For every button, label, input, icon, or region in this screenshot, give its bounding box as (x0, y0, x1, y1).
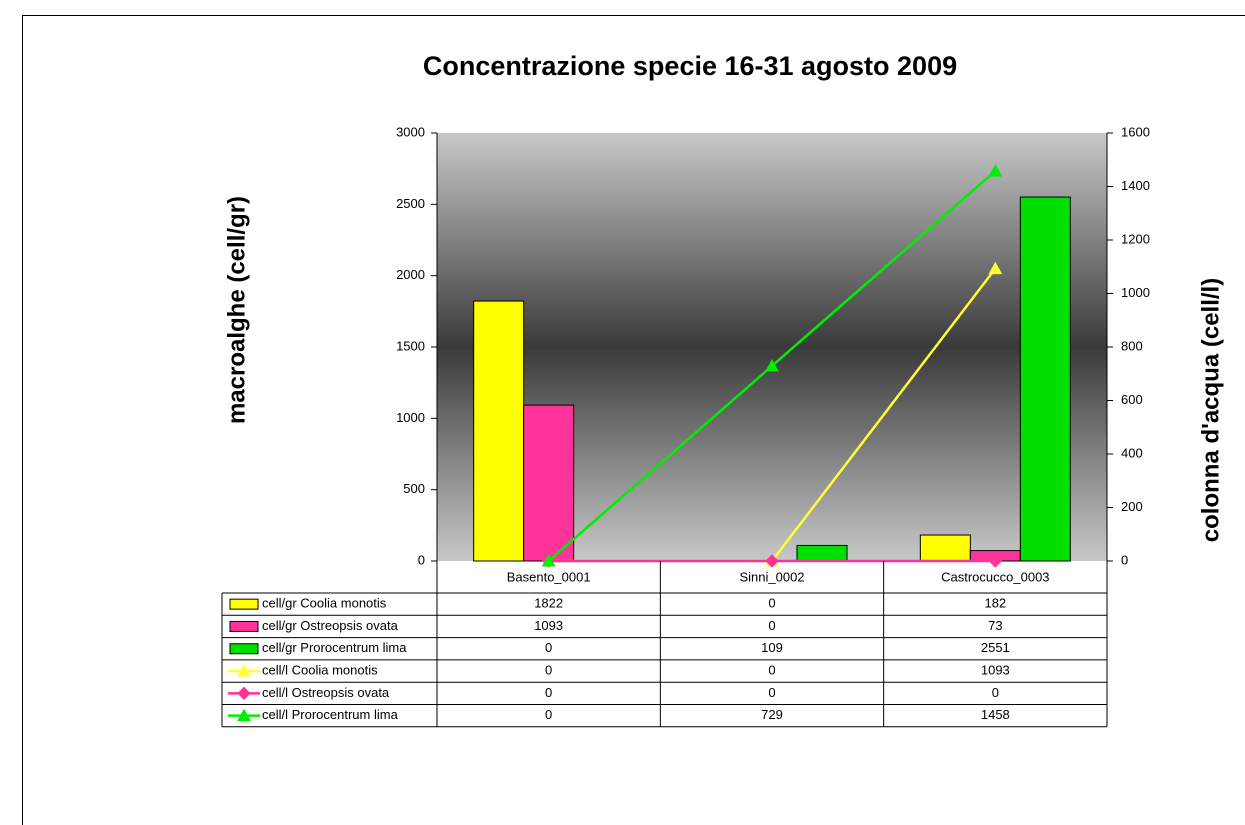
legend-label: cell/l Coolia monotis (262, 662, 378, 677)
y2-axis-label: colonna d'acqua (cell/l) (1197, 278, 1224, 542)
y2-tick-label: 1000 (1121, 285, 1150, 300)
x-tick-label: Basento_0001 (507, 569, 591, 584)
table-value: 182 (984, 596, 1006, 611)
table-value: 0 (545, 707, 552, 722)
bar (796, 544, 848, 562)
legend-label: cell/gr Ostreopsis ovata (262, 618, 399, 633)
x-tick-label: Castrocucco_0003 (941, 569, 1049, 584)
line-marker (988, 554, 1003, 568)
chart-title: Concentrazione specie 16-31 agosto 2009 (423, 51, 957, 81)
y-tick-label: 0 (418, 552, 425, 567)
y-tick-label: 3000 (396, 124, 425, 139)
legend-marker (237, 708, 251, 722)
y-tick-label: 2000 (396, 267, 425, 282)
table-value: 0 (545, 685, 552, 700)
line-marker (541, 553, 556, 567)
bar (919, 534, 971, 562)
bar (523, 404, 575, 562)
table-value: 1458 (981, 707, 1010, 722)
table-value: 109 (761, 640, 783, 655)
table-value: 0 (768, 662, 775, 677)
legend-key (229, 620, 259, 632)
legend-marker (237, 686, 251, 701)
y2-tick-label: 400 (1121, 445, 1143, 460)
legend-label: cell/gr Prorocentrum lima (262, 640, 407, 655)
line-marker (765, 358, 779, 372)
y-axis-label: macroalghe (cell/gr) (223, 196, 250, 424)
legend-label: cell/l Ostreopsis ovata (262, 685, 390, 700)
table-value: 0 (768, 596, 775, 611)
table-value: 1093 (534, 618, 563, 633)
table-value: 1093 (981, 662, 1010, 677)
x-tick-label: Sinni_0002 (739, 569, 804, 584)
table-value: 0 (768, 618, 775, 633)
table-value: 0 (545, 640, 552, 655)
y2-tick-label: 200 (1121, 499, 1143, 514)
bar (473, 300, 525, 562)
legend-label: cell/gr Coolia monotis (262, 596, 387, 611)
legend-key (229, 643, 259, 655)
table-value: 0 (545, 662, 552, 677)
line-marker (765, 554, 779, 568)
table-value: 729 (761, 707, 783, 722)
y-tick-label: 1000 (396, 410, 425, 425)
y-tick-label: 1500 (396, 338, 425, 353)
table-value: 0 (768, 685, 775, 700)
y2-tick-label: 600 (1121, 392, 1143, 407)
legend-marker (237, 664, 251, 677)
table-value: 2551 (981, 640, 1010, 655)
y2-tick-label: 1200 (1121, 231, 1150, 246)
line-marker (988, 163, 1003, 177)
y-tick-label: 2500 (396, 196, 425, 211)
y2-tick-label: 1400 (1121, 178, 1150, 193)
y2-tick-label: 0 (1121, 552, 1128, 567)
bar (1019, 196, 1071, 562)
y2-tick-label: 1600 (1121, 124, 1150, 139)
legend-label: cell/l Prorocentrum lima (262, 707, 399, 722)
legend-key (229, 598, 259, 610)
chart-border (22, 15, 1245, 825)
table-value: 73 (988, 618, 1002, 633)
table-value: 0 (992, 685, 999, 700)
table-value: 1822 (534, 596, 563, 611)
line-marker (988, 261, 1003, 275)
y-tick-label: 500 (403, 481, 425, 496)
y2-tick-label: 800 (1121, 338, 1143, 353)
